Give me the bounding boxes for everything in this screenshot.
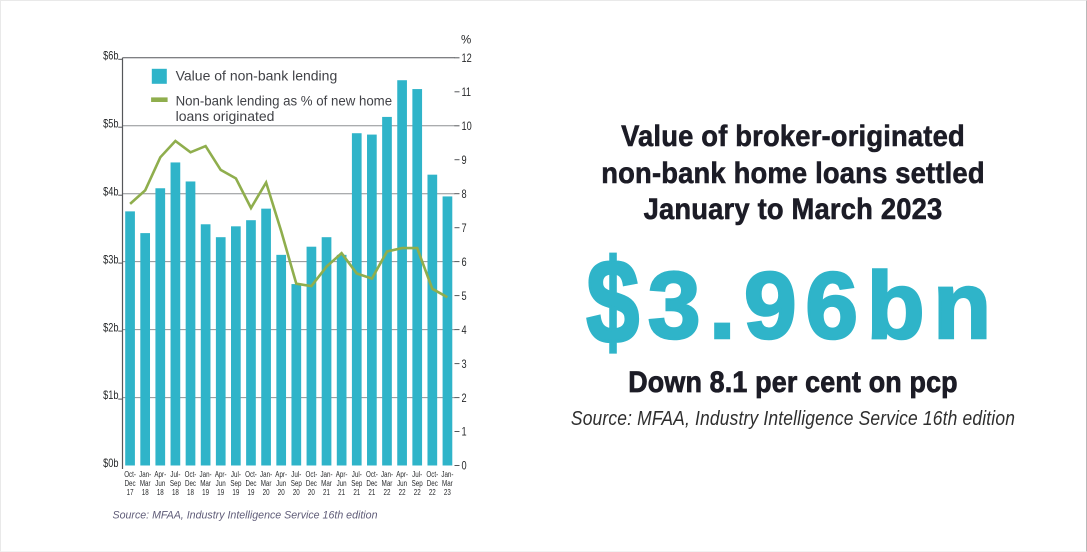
svg-text:20: 20 [278, 487, 285, 497]
svg-text:Oct-: Oct- [185, 469, 197, 479]
svg-text:11: 11 [461, 86, 471, 99]
svg-text:21: 21 [338, 487, 345, 497]
svg-text:Jan-: Jan- [200, 469, 213, 479]
svg-text:Sep: Sep [412, 478, 423, 488]
svg-text:Jul-: Jul- [291, 469, 301, 479]
svg-text:Dec: Dec [306, 478, 317, 488]
svg-text:Sep: Sep [351, 478, 362, 488]
svg-text:Dec: Dec [245, 478, 256, 488]
svg-text:Apr-: Apr- [275, 469, 287, 479]
svg-text:Jul-: Jul- [231, 469, 241, 479]
svg-text:Jul-: Jul- [412, 469, 422, 479]
svg-text:Oct-: Oct- [366, 469, 378, 479]
svg-text:12: 12 [461, 52, 471, 65]
svg-text:Dec: Dec [185, 478, 196, 488]
svg-text:Mar: Mar [200, 478, 211, 488]
svg-text:23: 23 [444, 487, 451, 497]
svg-text:loans originated: loans originated [176, 108, 275, 124]
svg-text:20: 20 [263, 487, 270, 497]
svg-text:21: 21 [353, 487, 360, 497]
svg-text:Mar: Mar [382, 478, 393, 488]
svg-text:Source: MFAA, Industry Intelli: Source: MFAA, Industry Intelligence Serv… [113, 509, 378, 521]
svg-text:19: 19 [232, 487, 239, 497]
svg-text:Sep: Sep [230, 478, 241, 488]
svg-text:19: 19 [248, 487, 255, 497]
svg-text:Mar: Mar [261, 478, 272, 488]
svg-text:10: 10 [461, 120, 471, 133]
svg-text:$4b: $4b [103, 185, 118, 198]
svg-text:Jul-: Jul- [352, 469, 362, 479]
svg-text:18: 18 [142, 487, 149, 497]
svg-text:18: 18 [172, 487, 179, 497]
svg-text:Non-bank lending as % of new h: Non-bank lending as % of new home [176, 92, 393, 108]
svg-text:21: 21 [368, 487, 375, 497]
svg-text:Jun: Jun [216, 478, 226, 488]
svg-text:Jan-: Jan- [381, 469, 394, 479]
svg-text:4: 4 [461, 324, 466, 337]
svg-text:0: 0 [461, 460, 466, 473]
svg-text:Mar: Mar [140, 478, 151, 488]
svg-text:9: 9 [461, 154, 466, 167]
svg-text:22: 22 [399, 487, 406, 497]
svg-text:5: 5 [461, 290, 466, 303]
svg-text:Jun: Jun [276, 478, 286, 488]
svg-text:3: 3 [461, 358, 466, 371]
svg-text:Jan-: Jan- [441, 469, 454, 479]
svg-text:Sep: Sep [170, 478, 181, 488]
svg-text:Apr-: Apr- [154, 469, 166, 479]
svg-text:22: 22 [414, 487, 421, 497]
svg-text:18: 18 [187, 487, 194, 497]
svg-text:2: 2 [461, 392, 466, 405]
svg-text:8: 8 [461, 188, 466, 201]
svg-text:$2b: $2b [103, 321, 118, 334]
svg-text:Apr-: Apr- [336, 469, 348, 479]
svg-text:Apr-: Apr- [215, 469, 227, 479]
svg-text:$0b: $0b [103, 457, 118, 470]
svg-text:21: 21 [323, 487, 330, 497]
svg-text:Oct-: Oct- [306, 469, 318, 479]
svg-text:Dec: Dec [125, 478, 136, 488]
svg-text:Jan-: Jan- [139, 469, 152, 479]
svg-text:Jun: Jun [397, 478, 407, 488]
svg-text:7: 7 [461, 222, 466, 235]
svg-text:Mar: Mar [321, 478, 332, 488]
svg-text:$3b: $3b [103, 253, 118, 266]
svg-text:1: 1 [461, 426, 466, 439]
svg-text:20: 20 [308, 487, 315, 497]
svg-text:Mar: Mar [442, 478, 453, 488]
svg-text:Apr-: Apr- [396, 469, 408, 479]
svg-text:Jul-: Jul- [170, 469, 180, 479]
svg-text:18: 18 [157, 487, 164, 497]
svg-text:Jun: Jun [155, 478, 165, 488]
svg-text:17: 17 [127, 487, 134, 497]
svg-text:Sep: Sep [291, 478, 302, 488]
svg-text:Value of non-bank lending: Value of non-bank lending [176, 68, 338, 84]
svg-text:Oct-: Oct- [426, 469, 438, 479]
svg-text:22: 22 [429, 487, 436, 497]
svg-text:22: 22 [384, 487, 391, 497]
svg-text:19: 19 [202, 487, 209, 497]
svg-text:20: 20 [293, 487, 300, 497]
svg-text:$5b: $5b [103, 117, 118, 130]
svg-text:6: 6 [461, 256, 466, 269]
svg-text:Dec: Dec [366, 478, 377, 488]
svg-text:%: % [461, 35, 471, 47]
svg-text:19: 19 [217, 487, 224, 497]
svg-text:Dec: Dec [427, 478, 438, 488]
svg-text:$6b: $6b [103, 49, 118, 62]
svg-text:Oct-: Oct- [245, 469, 257, 479]
svg-text:Oct-: Oct- [124, 469, 136, 479]
svg-text:Jan-: Jan- [320, 469, 333, 479]
svg-text:$1b: $1b [103, 389, 118, 402]
svg-text:Jun: Jun [337, 478, 347, 488]
svg-text:Jan-: Jan- [260, 469, 273, 479]
